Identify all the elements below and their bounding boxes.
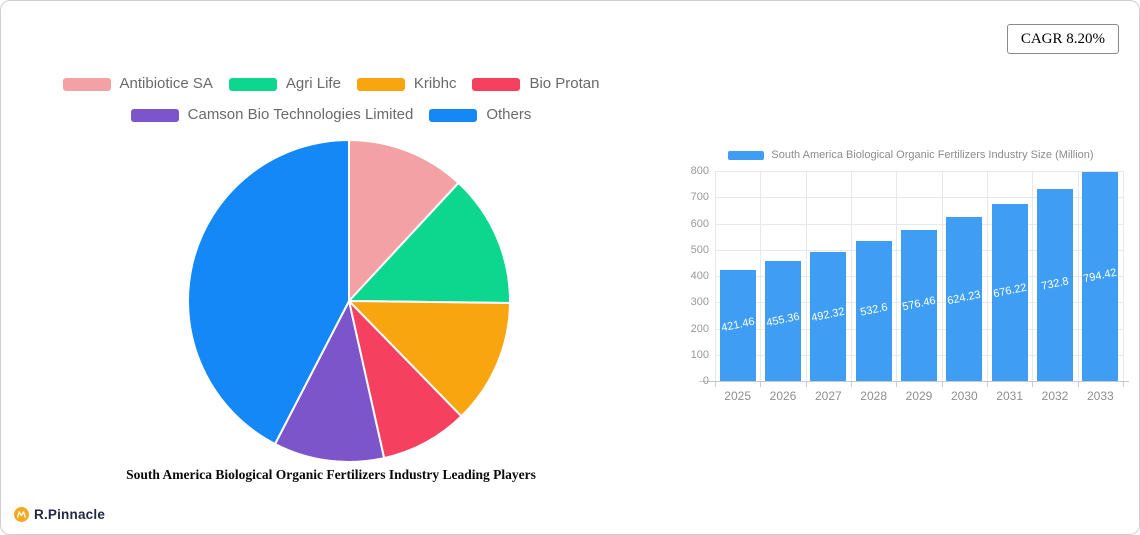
bar-2029 bbox=[901, 229, 937, 381]
cagr-badge: CAGR 8.20% bbox=[1006, 24, 1119, 54]
brand-icon bbox=[14, 507, 29, 522]
bar-chart-section: South America Biological Organic Fertili… bbox=[681, 144, 1139, 414]
gridline bbox=[851, 171, 852, 381]
bar-plot-area: 421.46 455.36 492.32 532.6 576.46 624.23 676.2… bbox=[715, 171, 1124, 381]
bar-2032 bbox=[1037, 188, 1073, 381]
x-axis-tick bbox=[1032, 382, 1034, 387]
bar-2030 bbox=[946, 217, 983, 381]
y-axis-tick-label: 300 bbox=[690, 296, 709, 309]
legend-label: Camson Bio Technologies Limited bbox=[187, 106, 414, 123]
gridline bbox=[715, 171, 716, 381]
pie-chart bbox=[187, 139, 511, 463]
pie-slice-others bbox=[187, 139, 350, 445]
x-axis-tick bbox=[1123, 382, 1124, 387]
pie-chart-section: Antibiotice SA Agri Life Kribhc Bio Protan … bbox=[1, 1, 661, 534]
gridline bbox=[715, 223, 1123, 225]
x-axis-tick-label: 2025 bbox=[724, 389, 751, 403]
gridline bbox=[760, 171, 762, 381]
y-axis-tick-label: 600 bbox=[690, 217, 709, 230]
x-axis-tick-label: 2030 bbox=[950, 389, 978, 403]
x-axis-tick-label: 2028 bbox=[860, 389, 887, 403]
legend-label: Agri Life bbox=[285, 75, 341, 92]
pie-legend-item-camson-bio-technologies-limited[interactable]: Camson Bio Technologies Limited bbox=[130, 106, 414, 124]
legend-swatch bbox=[130, 108, 179, 122]
legend-swatch bbox=[62, 77, 111, 91]
pie-chart-title: South America Biological Organic Fertili… bbox=[126, 467, 536, 482]
legend-swatch bbox=[472, 77, 521, 91]
x-axis-tick bbox=[715, 382, 716, 387]
x-axis-tick-label: 2033 bbox=[1086, 389, 1114, 403]
legend-label: Kribhc bbox=[413, 75, 457, 92]
gridline bbox=[941, 171, 943, 381]
gridline bbox=[1077, 171, 1079, 381]
bar-2025 bbox=[719, 270, 756, 381]
x-axis-line bbox=[699, 381, 1129, 382]
pie-legend-row-1: Antibiotice SA Agri Life Kribhc Bio Protan bbox=[1, 75, 661, 93]
x-axis-tick bbox=[805, 382, 807, 387]
pie-legend-item-antibiotice-sa[interactable]: Antibiotice SA bbox=[62, 75, 213, 93]
bar-2026 bbox=[765, 261, 801, 381]
bar-legend-label: South America Biological Organic Fertili… bbox=[771, 149, 1094, 161]
pie-legend-item-kribhc[interactable]: Kribhc bbox=[356, 75, 457, 93]
bar-2033 bbox=[1082, 172, 1119, 381]
x-axis-tick bbox=[760, 382, 762, 387]
gridline bbox=[1123, 171, 1124, 381]
y-axis-tick-label: 400 bbox=[690, 270, 709, 282]
legend-swatch bbox=[228, 77, 277, 91]
gridline bbox=[805, 171, 807, 381]
pie-slice-bio-protan bbox=[348, 300, 463, 460]
x-axis-tick-label: 2032 bbox=[1041, 389, 1069, 403]
legend-swatch bbox=[429, 108, 478, 122]
x-axis-tick-label: 2027 bbox=[814, 389, 842, 403]
x-axis-tick bbox=[1077, 382, 1079, 387]
legend-label: Antibiotice SA bbox=[119, 75, 213, 92]
legend-swatch bbox=[356, 77, 405, 91]
bar-2027 bbox=[810, 251, 847, 381]
pie-legend-item-others[interactable]: Others bbox=[429, 106, 531, 124]
x-axis-tick-label: 2031 bbox=[996, 389, 1023, 403]
x-axis-tick bbox=[896, 382, 898, 387]
legend-label: Others bbox=[486, 106, 532, 123]
brand-logo: R.Pinnacle bbox=[14, 507, 105, 522]
pie-legend-item-bio-protan[interactable]: Bio Protan bbox=[472, 75, 600, 93]
brand-name: R.Pinnacle bbox=[34, 507, 106, 522]
gridline bbox=[715, 197, 1123, 199]
y-axis-tick-label: 200 bbox=[690, 322, 709, 335]
legend-label: Bio Protan bbox=[529, 75, 600, 92]
x-axis-tick bbox=[851, 382, 852, 387]
y-axis-tick-label: 500 bbox=[690, 243, 709, 256]
gridline bbox=[896, 171, 898, 381]
pie-slice-kribhc bbox=[348, 300, 511, 418]
bar-legend-item[interactable]: South America Biological Organic Fertili… bbox=[681, 146, 1139, 164]
y-axis-tick-label: 800 bbox=[690, 165, 709, 177]
gridline bbox=[987, 171, 988, 381]
pie-slice-camson-bio-technologies-limited bbox=[274, 300, 386, 463]
x-axis-tick bbox=[987, 382, 988, 387]
bar-legend-swatch bbox=[728, 150, 765, 160]
y-axis-tick-label: 0 bbox=[702, 375, 709, 387]
pie-legend-row-2: Camson Bio Technologies Limited Others bbox=[1, 106, 661, 124]
pie-slice-agri-life bbox=[348, 181, 511, 305]
gridline bbox=[1032, 171, 1034, 381]
bar-2028 bbox=[855, 241, 892, 381]
bar-2031 bbox=[991, 203, 1028, 381]
gridline bbox=[715, 171, 1123, 172]
x-axis-tick-label: 2026 bbox=[769, 389, 797, 403]
x-axis-tick-label: 2029 bbox=[905, 389, 933, 403]
y-axis-tick-label: 700 bbox=[690, 191, 709, 204]
pie-slice-antibiotice-sa bbox=[348, 139, 460, 302]
x-axis-tick bbox=[941, 382, 943, 387]
y-axis-tick-label: 100 bbox=[690, 348, 709, 361]
pie-legend-item-agri-life[interactable]: Agri Life bbox=[228, 75, 341, 93]
